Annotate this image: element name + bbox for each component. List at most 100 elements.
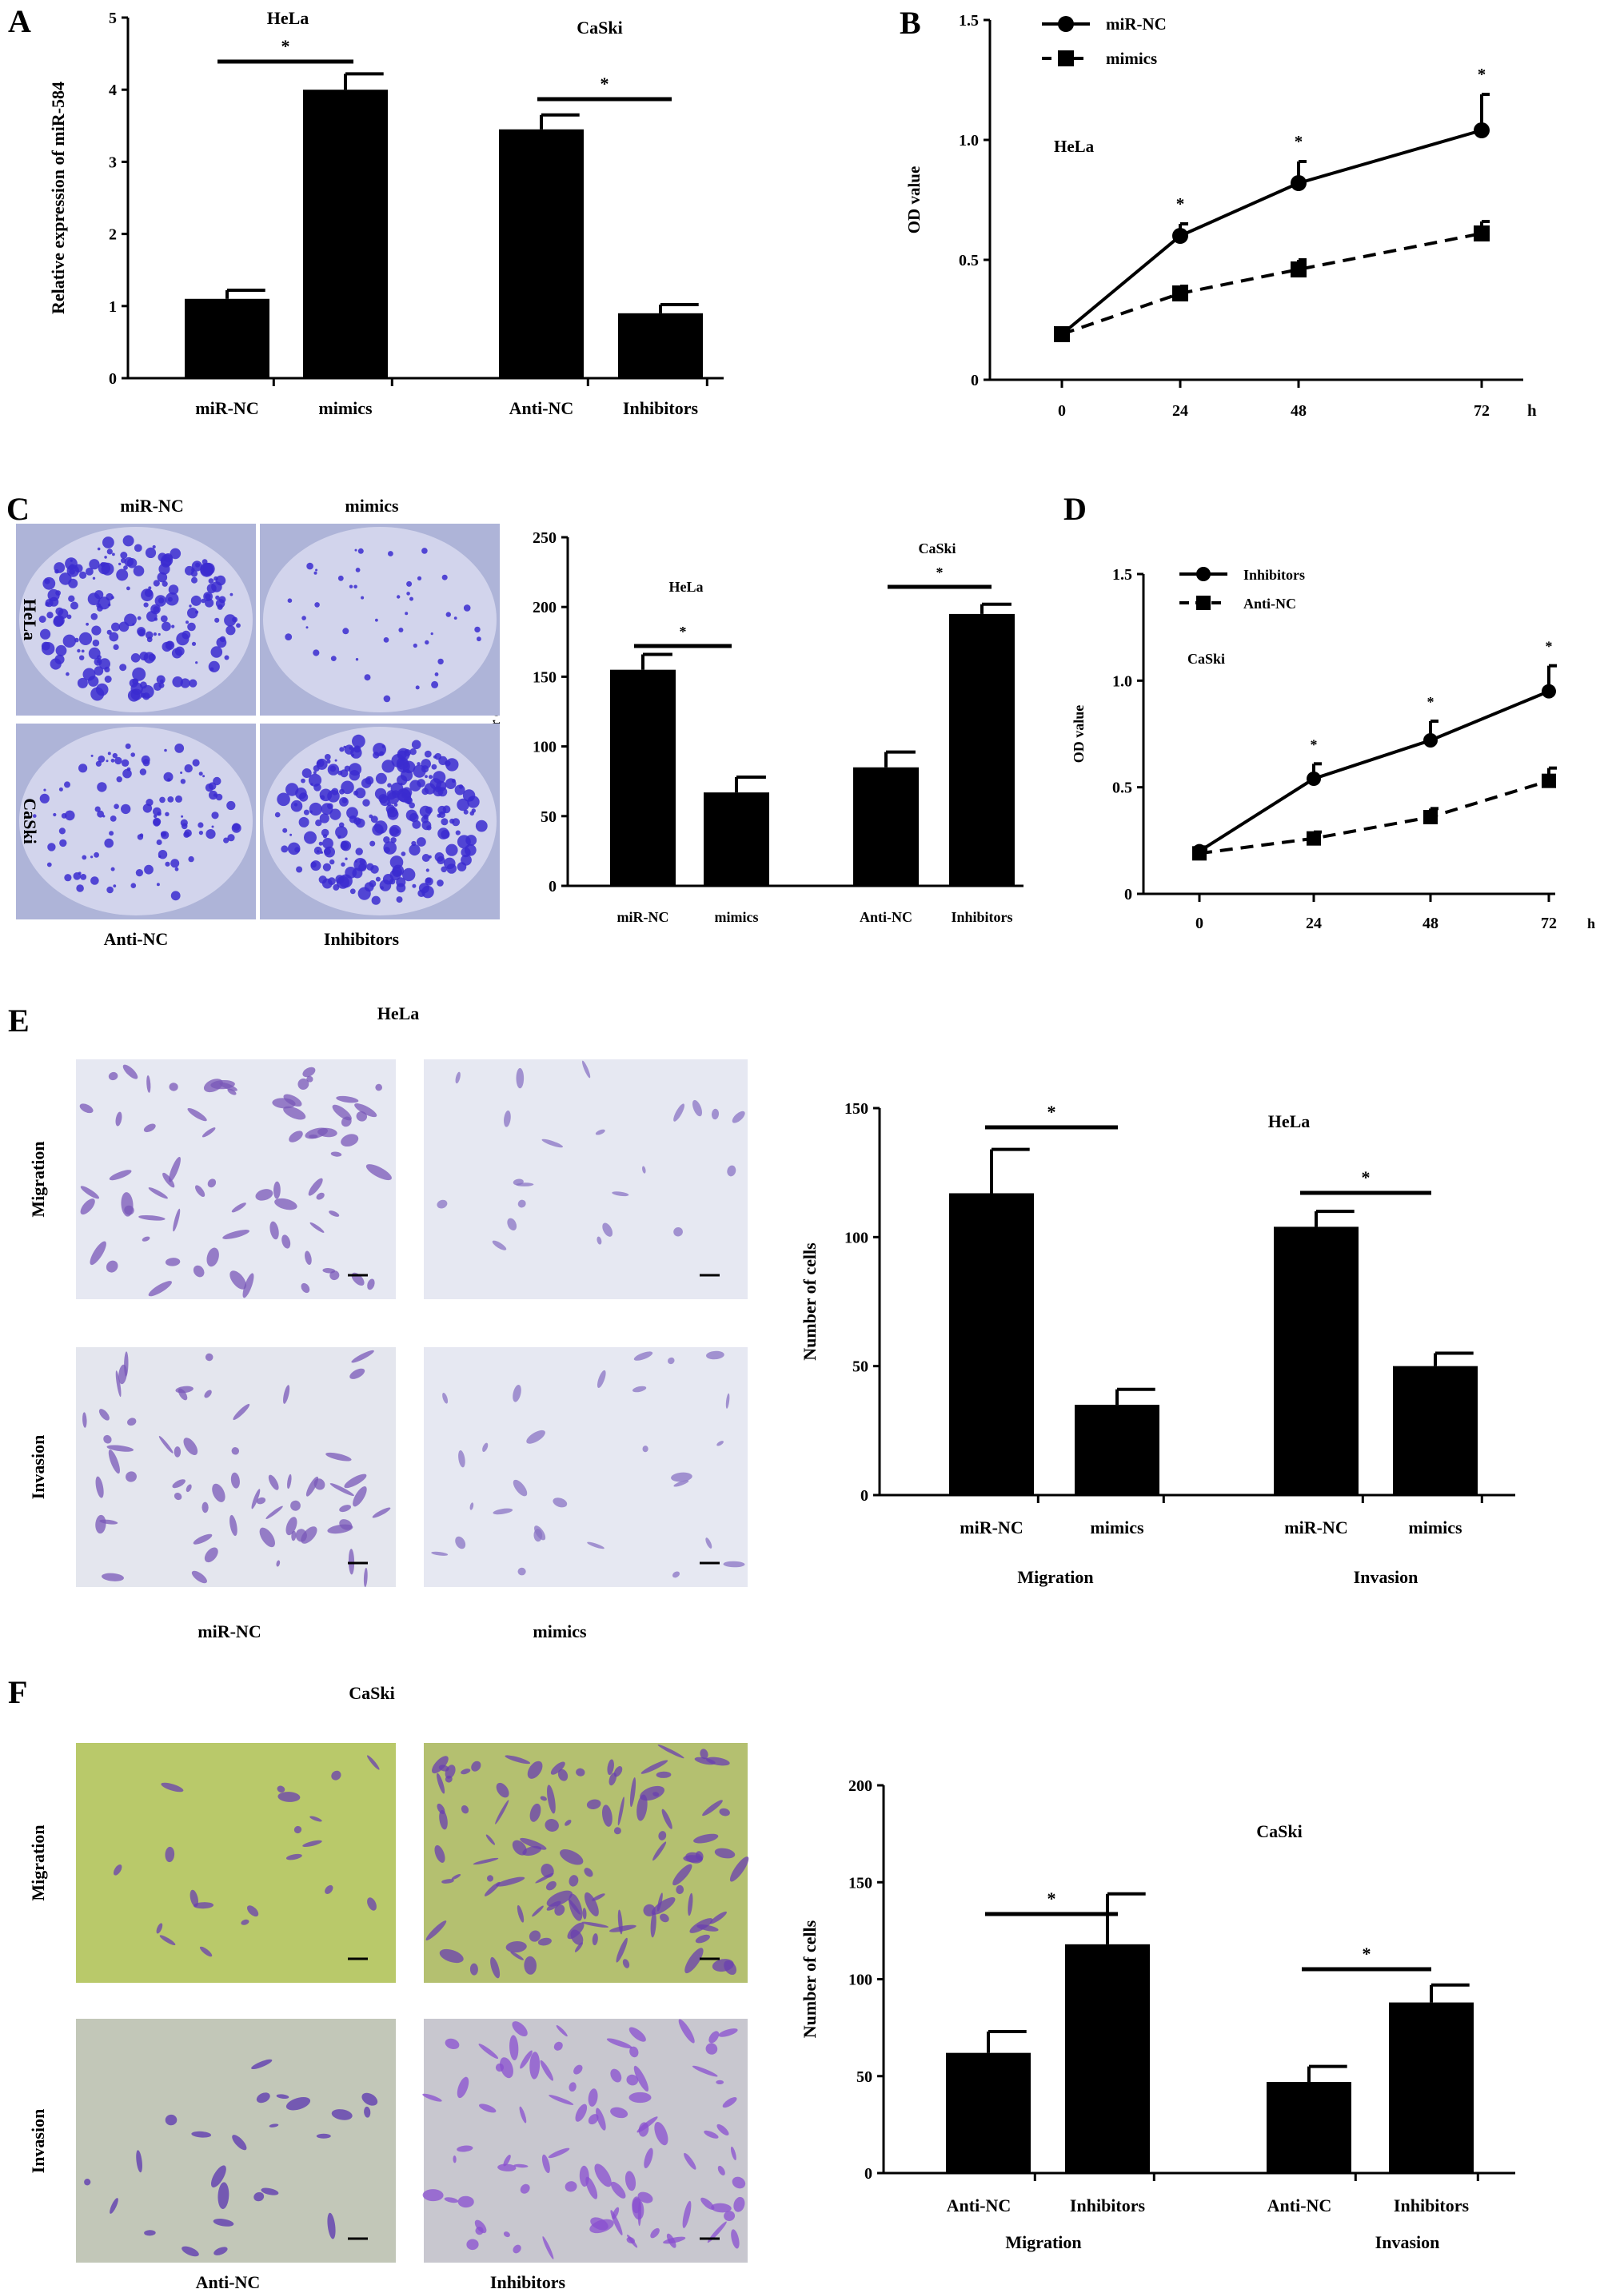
colony [59, 839, 67, 847]
stained-cell [99, 1519, 118, 1525]
colony [445, 758, 459, 772]
y-tick-label: 0 [864, 2165, 872, 2183]
colony [457, 862, 467, 871]
significance-star: * [1311, 736, 1318, 752]
stained-cell [513, 2244, 521, 2254]
stained-cell [569, 1875, 579, 1887]
stained-cell [519, 2106, 527, 2124]
colony [55, 644, 67, 656]
stained-cell [553, 2041, 563, 2051]
stained-cell [671, 1472, 692, 1482]
stained-cell [695, 1934, 710, 1944]
stained-cell [80, 1198, 95, 1215]
colony [64, 874, 72, 882]
stained-cell [367, 1755, 380, 1770]
colony [150, 604, 161, 615]
stained-cell [247, 1905, 259, 1917]
colony [46, 862, 52, 867]
stained-cell [610, 2107, 628, 2119]
colony [231, 823, 241, 833]
stained-cell [283, 1385, 290, 1404]
colony [349, 815, 357, 823]
y-tick-label: 5 [109, 10, 117, 27]
micro-e-row-invasion: Invasion [28, 1435, 48, 1500]
stained-cell [159, 1935, 176, 1946]
stained-cell [174, 1493, 182, 1501]
stained-cell [432, 1756, 449, 1774]
colony [287, 842, 301, 855]
colony [92, 576, 96, 580]
colony [324, 847, 331, 855]
colony [465, 835, 477, 846]
stained-cell [82, 1412, 87, 1428]
colony [170, 859, 180, 868]
plate-row-caski: CaSki [20, 798, 40, 843]
colony [412, 883, 417, 888]
stained-cell [640, 1785, 665, 1801]
y-tick-label: 0 [549, 878, 557, 895]
stained-cell [520, 2183, 530, 2194]
stained-cell [191, 1570, 207, 1584]
colony [411, 840, 417, 847]
colony [176, 632, 190, 646]
stained-cell [711, 1108, 720, 1120]
colony [217, 604, 223, 610]
colony [181, 823, 188, 830]
category-label: Anti-NC [509, 398, 574, 418]
colony [445, 843, 458, 856]
category-label: mimics [1090, 1517, 1144, 1537]
colony [106, 760, 109, 763]
stained-cell [281, 1234, 291, 1249]
colony [437, 879, 444, 887]
colony [208, 660, 220, 673]
stained-cell [372, 1507, 391, 1518]
stained-cell [309, 1134, 318, 1139]
data-point [1172, 228, 1188, 244]
colony [135, 869, 143, 877]
colony [104, 838, 114, 848]
stained-cell [146, 1075, 151, 1093]
stained-cell [445, 1765, 456, 1779]
colony [301, 768, 312, 778]
stained-cell [482, 1442, 489, 1452]
bar [1065, 1944, 1150, 2173]
micro-e-col-mir-nc: miR-NC [198, 1621, 261, 1641]
stained-cell [336, 1095, 359, 1103]
stained-cell [696, 1924, 719, 1932]
stained-cell [457, 2076, 469, 2099]
stained-cell [716, 1441, 724, 1446]
colony [409, 596, 413, 601]
stained-cell [656, 1771, 672, 1778]
stained-cell [570, 1929, 584, 1945]
colony [383, 841, 397, 855]
colony [90, 876, 99, 885]
colony [164, 748, 167, 752]
stained-cell [230, 1472, 240, 1489]
stained-cell [285, 2096, 311, 2111]
colony [79, 571, 87, 580]
colony [44, 578, 50, 584]
colony [402, 867, 416, 882]
colony [428, 775, 433, 780]
colony [353, 745, 361, 753]
stained-cell [325, 1884, 333, 1894]
colony [64, 781, 70, 788]
colony [153, 632, 157, 636]
colony [118, 562, 122, 566]
colony [139, 768, 147, 776]
colony [227, 834, 235, 842]
x-tick-label: 0 [1058, 402, 1066, 420]
stained-cell [513, 1385, 521, 1402]
colony [411, 740, 421, 750]
data-point [1542, 684, 1556, 699]
colony [437, 805, 447, 815]
stained-cell [650, 1911, 656, 1938]
bar [1267, 2082, 1351, 2173]
stained-cell [108, 1450, 121, 1474]
colony [463, 809, 469, 815]
stained-cell [668, 1357, 675, 1365]
colony [354, 859, 357, 863]
colony [65, 810, 75, 821]
colony [463, 604, 471, 612]
colony [121, 759, 130, 767]
